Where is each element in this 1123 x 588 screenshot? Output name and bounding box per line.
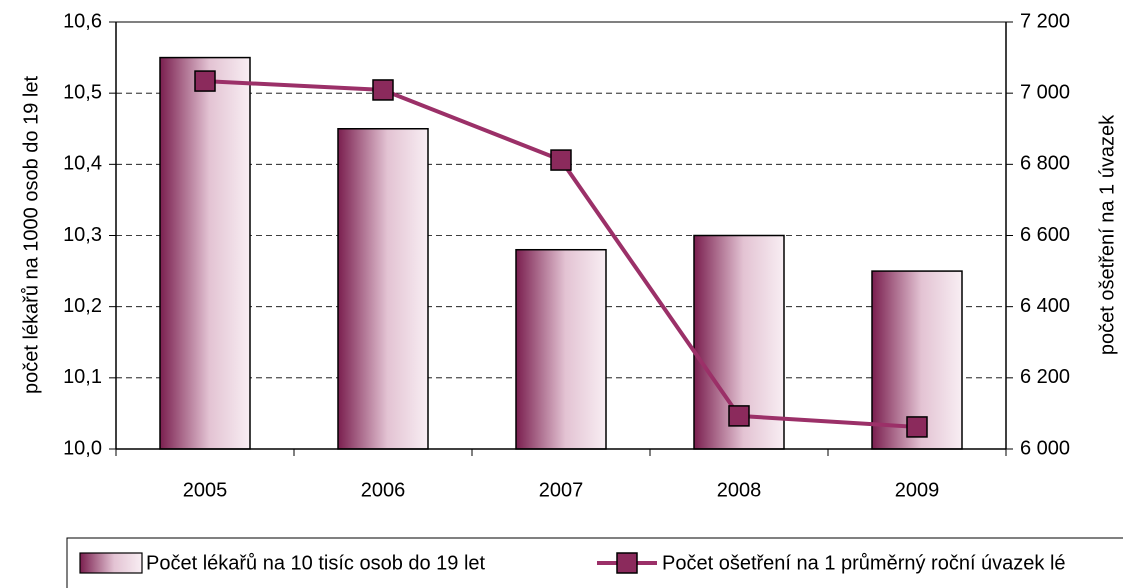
x-tick-label: 2009 [895, 479, 940, 501]
y2-tick-label: 6 800 [1020, 153, 1070, 175]
marker [550, 149, 572, 171]
x-tick-label: 2008 [717, 479, 762, 501]
y2-tick-label: 6 000 [1020, 437, 1070, 459]
y2-tick-label: 6 400 [1020, 295, 1070, 317]
y2-tick-label: 7 200 [1020, 10, 1070, 32]
y-axis-title: počet lékařů na 1000 osob do 19 let [20, 76, 42, 394]
legend-marker [616, 552, 638, 574]
y-tick-label: 10,3 [63, 224, 102, 246]
y-tick-label: 10,5 [63, 81, 102, 103]
legend-box [66, 537, 1123, 588]
y-tick-label: 10,0 [63, 437, 102, 459]
marker [372, 79, 394, 101]
bar [159, 56, 251, 450]
bar [337, 128, 429, 450]
marker [194, 70, 216, 92]
marker [906, 416, 928, 438]
legend-swatch [79, 552, 143, 574]
legend-label: Počet ošetření na 1 průměrný roční úvaze… [662, 552, 1066, 574]
y-tick-label: 10,4 [63, 153, 102, 175]
y2-tick-label: 6 600 [1020, 224, 1070, 246]
y-tick-label: 10,6 [63, 10, 102, 32]
bar [515, 248, 607, 450]
y-tick-label: 10,1 [63, 366, 102, 388]
legend-label: Počet lékařů na 10 tisíc osob do 19 let [146, 552, 486, 574]
y2-tick-label: 6 200 [1020, 366, 1070, 388]
x-tick-label: 2006 [361, 479, 406, 501]
x-tick-label: 2005 [183, 479, 228, 501]
y-tick-label: 10,2 [63, 295, 102, 317]
marker [728, 405, 750, 427]
y2-axis-title: počet ošetření na 1 úvazek [1096, 114, 1118, 355]
x-tick-label: 2007 [539, 479, 584, 501]
y2-tick-label: 7 000 [1020, 81, 1070, 103]
